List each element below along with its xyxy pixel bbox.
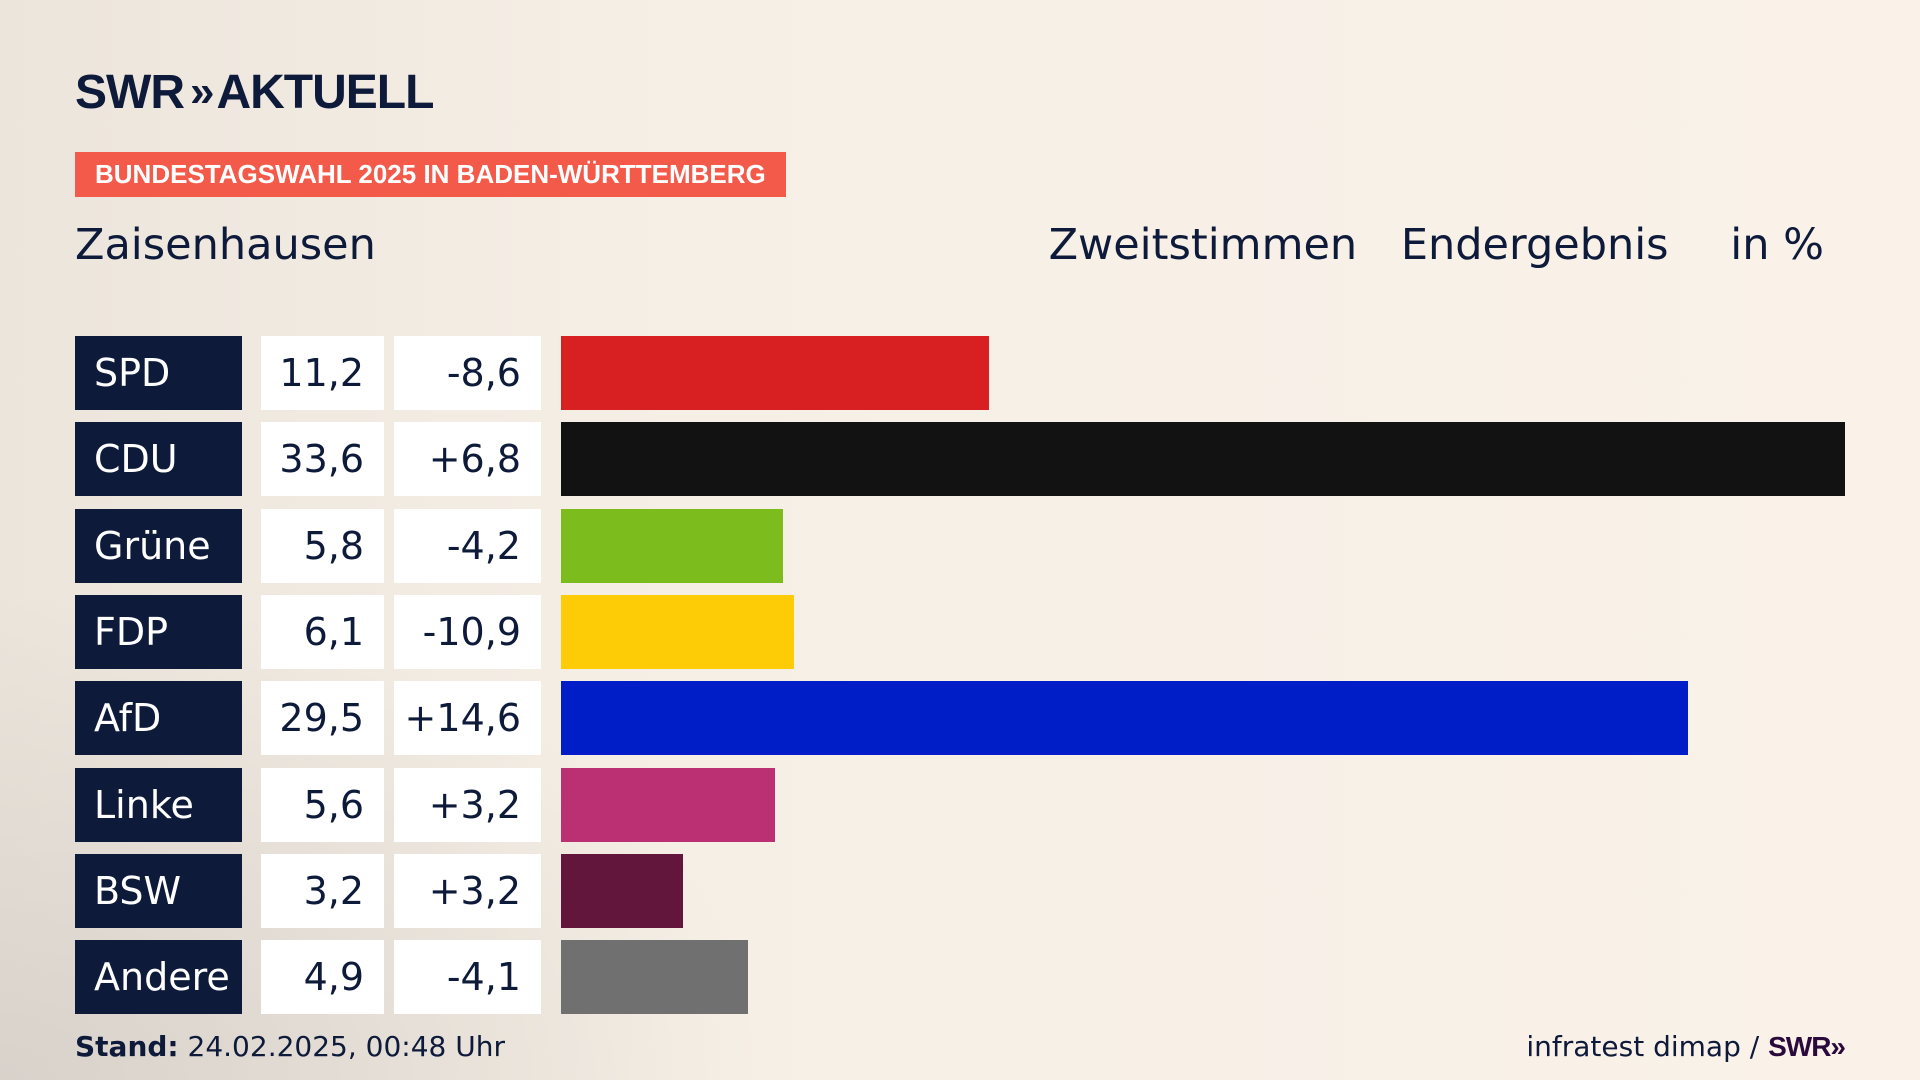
party-label: AfD (75, 681, 242, 755)
party-label: Andere (75, 940, 242, 1014)
bar (561, 336, 989, 410)
value-label: 6,1 (261, 595, 384, 669)
bar (561, 595, 794, 669)
party-label: SPD (75, 336, 242, 410)
place-title: Zaisenhausen (75, 220, 376, 270)
table-row: Linke 5,6 +3,2 (75, 768, 1845, 842)
party-label: Grüne (75, 509, 242, 583)
source-text: infratest dimap / (1526, 1030, 1769, 1063)
chart-header: Zweitstimmen Endergebnis in % (1019, 220, 1824, 270)
diff-label: -8,6 (394, 336, 541, 410)
vote-type-label: Zweitstimmen (1048, 220, 1358, 270)
table-row: FDP 6,1 -10,9 (75, 595, 1845, 669)
table-row: Andere 4,9 -4,1 (75, 940, 1845, 1014)
party-label: CDU (75, 422, 242, 496)
table-row: AfD 29,5 +14,6 (75, 681, 1845, 755)
result-type-label: Endergebnis (1400, 220, 1669, 270)
party-label: FDP (75, 595, 242, 669)
bar (561, 768, 775, 842)
swr-logo-small: SWR» (1768, 1031, 1846, 1062)
timestamp: Stand: 24.02.2025, 00:48 Uhr (75, 1030, 505, 1063)
bar (561, 509, 783, 583)
party-label: BSW (75, 854, 242, 928)
bar (561, 854, 683, 928)
diff-label: -4,2 (394, 509, 541, 583)
value-label: 5,6 (261, 768, 384, 842)
table-row: CDU 33,6 +6,8 (75, 422, 1845, 496)
unit-label: in % (1730, 220, 1824, 270)
diff-label: +6,8 (394, 422, 541, 496)
table-row: BSW 3,2 +3,2 (75, 854, 1845, 928)
diff-label: +14,6 (394, 681, 541, 755)
value-label: 3,2 (261, 854, 384, 928)
diff-label: +3,2 (394, 854, 541, 928)
table-row: SPD 11,2 -8,6 (75, 336, 1845, 410)
election-tag: BUNDESTAGSWAHL 2025 IN BADEN-WÜRTTEMBERG (75, 152, 786, 197)
logo-swr: SWR (75, 65, 185, 119)
diff-label: -10,9 (394, 595, 541, 669)
value-label: 5,8 (261, 509, 384, 583)
table-row: Grüne 5,8 -4,2 (75, 509, 1845, 583)
stand-label: Stand: (75, 1030, 179, 1063)
value-label: 33,6 (261, 422, 384, 496)
bar (561, 681, 1688, 755)
diff-label: +3,2 (394, 768, 541, 842)
stand-value: 24.02.2025, 00:48 Uhr (187, 1030, 505, 1063)
diff-label: -4,1 (394, 940, 541, 1014)
party-label: Linke (75, 768, 242, 842)
source-credit: infratest dimap / SWR» (1526, 1030, 1846, 1063)
logo-aktuell: AKTUELL (216, 65, 434, 119)
value-label: 11,2 (261, 336, 384, 410)
bar (561, 422, 1845, 496)
value-label: 29,5 (261, 681, 384, 755)
value-label: 4,9 (261, 940, 384, 1014)
swr-aktuell-logo: SWR » AKTUELL (75, 65, 434, 119)
bar (561, 940, 748, 1014)
logo-chevron-icon: » (189, 67, 215, 116)
